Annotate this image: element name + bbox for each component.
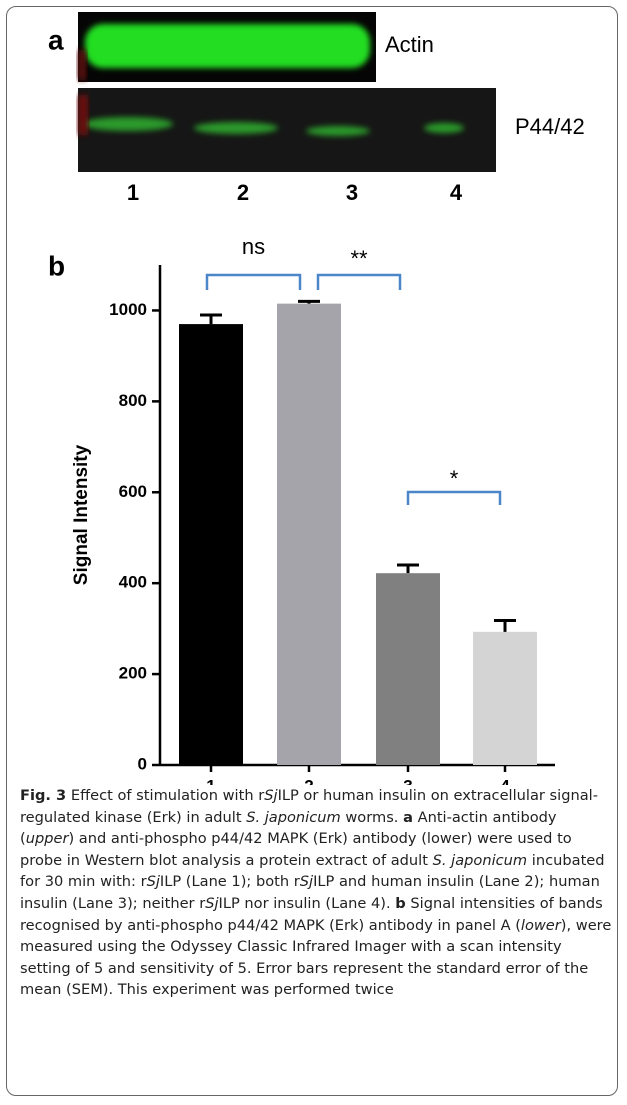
bar [376,573,440,765]
caption-text: Effect of stimulation with r [66,787,264,804]
caption-text: S. japonicum [433,852,528,869]
lane-label: 1 [127,180,139,205]
caption-text: ILP (Lane 1); both r [160,873,300,890]
lane-label: 2 [237,180,249,205]
blot-lower-extra [376,88,496,172]
significance-bracket [318,275,400,290]
caption-text: Sj [264,787,277,804]
significance-label: * [450,466,459,491]
caption-text: b [395,895,405,912]
x-tick-label: 4 [500,776,510,785]
y-tick-label: 1000 [109,300,147,319]
caption-text: Sj [205,895,218,912]
caption-text: lower [521,917,561,934]
caption-text: upper [26,830,69,847]
significance-bracket [408,492,500,505]
y-tick-label: 800 [119,391,147,410]
figure: a Actin P44/42 b Signal Intensity 1 2 3 4 0 2… [0,0,627,785]
error-bar [298,301,320,303]
caption-text: Sj [147,873,160,890]
significance-label: ns [242,234,265,259]
x-tick-label: 2 [304,776,313,785]
x-tick-label: 1 [206,776,215,785]
blot-label: P44/42 [515,114,585,139]
bar [277,304,341,765]
caption: Fig. 3 Effect of stimulation with rSjILP… [20,785,612,1001]
significance-label: ** [350,246,368,271]
caption-text: ILP nor insulin (Lane 4). [219,895,396,912]
error-bar [200,315,222,324]
blot-upper [78,12,376,82]
y-tick-label: 400 [119,573,147,592]
significance-bracket [207,275,300,290]
page: a Actin P44/42 b Signal Intensity 1 2 3 4 0 2… [0,0,627,1105]
x-tick-label: 3 [403,776,412,785]
error-bar [397,565,419,573]
y-tick-label: 0 [138,754,147,773]
caption-text: Fig. 3 [20,787,66,804]
caption-text: worms. [341,809,403,826]
blot-lower [78,88,376,172]
y-tick-label: 600 [119,482,147,501]
lane-label: 3 [346,180,358,205]
bar [179,324,243,765]
blot-label: Actin [385,32,434,57]
caption-text: a [403,809,413,826]
lane-label: 4 [450,180,463,205]
error-bar [494,620,516,631]
panel-label: b [48,250,65,281]
y-axis-label: Signal Intensity [71,444,92,585]
caption-text: Sj [300,873,313,890]
panel-label: a [48,24,64,55]
caption-text: S. japonicum [246,809,341,826]
y-tick-label: 200 [119,664,147,683]
bar [473,632,537,765]
